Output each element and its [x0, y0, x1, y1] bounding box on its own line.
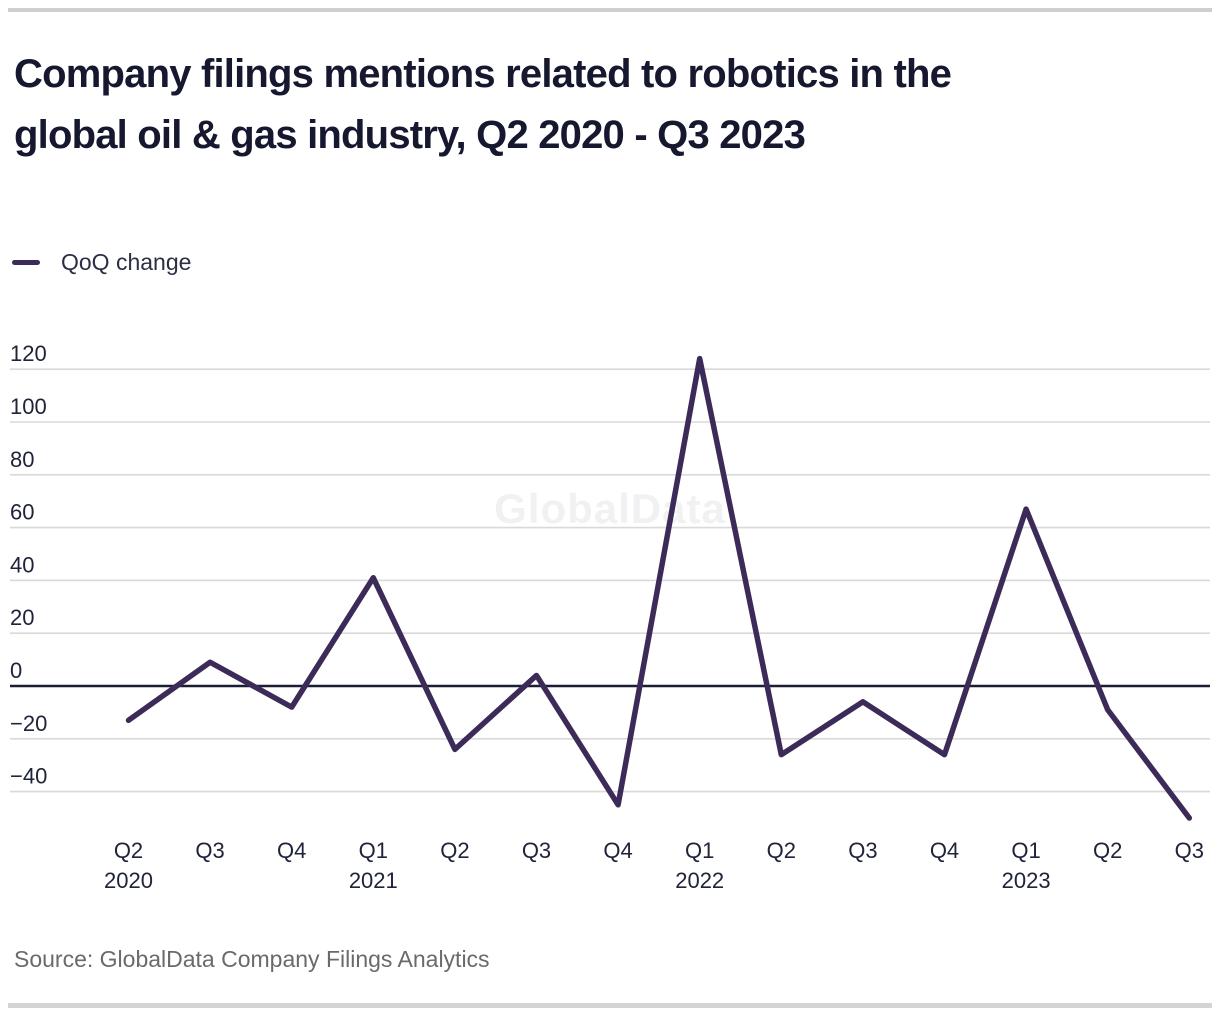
- x-tick-label: Q2: [1093, 838, 1122, 863]
- legend-label: QoQ change: [61, 249, 192, 275]
- x-tick-label: Q3: [848, 838, 877, 863]
- y-tick-label: −20: [10, 711, 47, 736]
- y-tick-label: 40: [10, 552, 34, 577]
- y-tick-label: 80: [10, 447, 34, 472]
- y-tick-label: 100: [10, 394, 47, 419]
- x-tick-label: Q3: [1175, 838, 1204, 863]
- x-year-label: 2021: [349, 868, 398, 893]
- legend[interactable]: QoQ change: [12, 249, 191, 276]
- x-year-label: 2023: [1002, 868, 1051, 893]
- page-title-line-2: global oil & gas industry, Q2 2020 - Q3 …: [14, 113, 806, 157]
- x-tick-label: Q3: [522, 838, 551, 863]
- x-tick-label: Q1: [685, 838, 714, 863]
- bottom-rule: [8, 1003, 1212, 1008]
- x-tick-label: Q3: [195, 838, 224, 863]
- x-tick-label: Q4: [603, 838, 632, 863]
- y-tick-label: 0: [10, 658, 22, 683]
- y-tick-label: 60: [10, 500, 34, 525]
- y-tick-label: 120: [10, 341, 47, 366]
- legend-line-swatch: [12, 260, 40, 265]
- y-tick-label: 20: [10, 605, 34, 630]
- x-year-label: 2022: [675, 868, 724, 893]
- y-tick-label: −40: [10, 764, 47, 789]
- x-year-label: 2020: [104, 868, 153, 893]
- page-title: Company filings mentions related to robo…: [14, 44, 1206, 166]
- qoq-change-line: [125, 355, 1193, 821]
- top-rule: [8, 8, 1212, 12]
- x-tick-label: Q2: [440, 838, 469, 863]
- x-tick-label: Q1: [1011, 838, 1040, 863]
- page-title-line-1: Company filings mentions related to robo…: [14, 52, 952, 96]
- watermark: GlobalData: [494, 485, 726, 532]
- x-tick-label: Q4: [277, 838, 306, 863]
- x-tick-label: Q2: [767, 838, 796, 863]
- x-tick-label: Q1: [359, 838, 388, 863]
- x-tick-label: Q2: [114, 838, 143, 863]
- x-tick-label: Q4: [930, 838, 959, 863]
- source-note: Source: GlobalData Company Filings Analy…: [14, 946, 490, 972]
